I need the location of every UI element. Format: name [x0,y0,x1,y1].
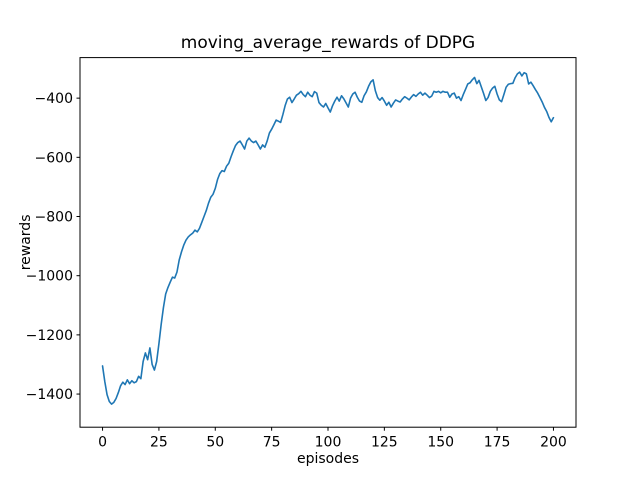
y-axis-label: rewards [18,215,34,271]
x-tick-label: 100 [315,435,342,451]
x-tick-label: 200 [540,435,567,451]
y-axis-ticks: −400 −600 −800 −1000 −1200 −1400 [26,91,80,403]
reward-line [101,71,555,405]
x-tick-label: 125 [371,435,398,451]
x-axis-ticks: 0 25 50 75 100 125 150 175 200 [98,427,567,451]
x-tick-label: 0 [98,435,107,451]
x-tick-label: 50 [206,435,224,451]
y-tick-label: −600 [35,150,73,166]
y-tick-label: −400 [35,91,73,107]
y-tick-label: −800 [35,210,73,226]
y-tick-label: −1000 [26,269,73,285]
x-tick-label: 25 [150,435,168,451]
y-tick-label: −1400 [26,387,73,403]
x-tick-label: 175 [484,435,511,451]
x-tick-label: 150 [427,435,454,451]
x-tick-label: 75 [263,435,281,451]
y-tick-label: −1200 [26,328,73,344]
x-axis-label: episodes [297,451,359,467]
chart-title: moving_average_rewards of DDPG [181,33,475,53]
plot-border [79,57,577,428]
